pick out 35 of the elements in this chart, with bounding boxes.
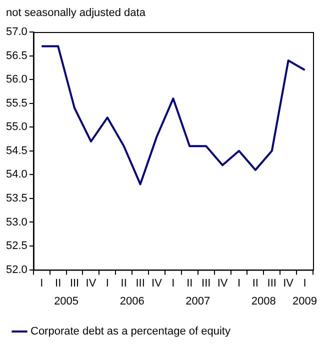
y-tick-label: 52.5: [6, 240, 28, 252]
y-tick-label: 54.0: [6, 168, 28, 181]
text: 2005: [54, 295, 79, 308]
x-tick-label: II: [252, 277, 258, 290]
x-tick-label: III: [136, 277, 145, 290]
x-tick-label: II: [55, 277, 62, 290]
x-tick-label: IV: [217, 277, 228, 290]
x-tick-label: IV: [86, 277, 97, 290]
x-tick-label: I: [303, 277, 306, 290]
y-tick-label: 57.0: [6, 26, 28, 38]
x-tick-label: I: [172, 277, 175, 290]
x-tick-label: III: [267, 277, 276, 290]
y-tick-label: 54.5: [6, 144, 28, 157]
x-tick-label: II: [120, 277, 127, 290]
text: 2007: [186, 295, 210, 308]
y-tick-label: 56.0: [6, 74, 28, 86]
y-tick-label: 53.5: [6, 192, 28, 204]
text: 2006: [120, 295, 144, 308]
y-tick-label: 56.5: [6, 50, 28, 62]
x-tick-label: I: [40, 277, 44, 290]
x-tick-label: III: [202, 277, 211, 290]
legend-label: Corporate debt as a percentage of equity: [30, 326, 231, 338]
y-tick-label: 55.0: [6, 121, 28, 134]
x-tick-label: IV: [283, 277, 294, 290]
y-axis-title: not seasonally adjusted data: [6, 7, 146, 19]
x-tick-label: II: [186, 277, 193, 290]
x-tick-label: I: [106, 277, 109, 290]
y-tick-label: 55.5: [6, 97, 28, 110]
x-tick-label: III: [70, 277, 80, 290]
x-tick-label: IV: [152, 277, 163, 290]
text: 2008: [251, 295, 276, 308]
x-tick-label: I: [237, 277, 241, 290]
text: 2009: [292, 295, 318, 308]
y-tick-label: 53.0: [6, 216, 28, 228]
y-tick-label: 52.0: [6, 264, 28, 276]
